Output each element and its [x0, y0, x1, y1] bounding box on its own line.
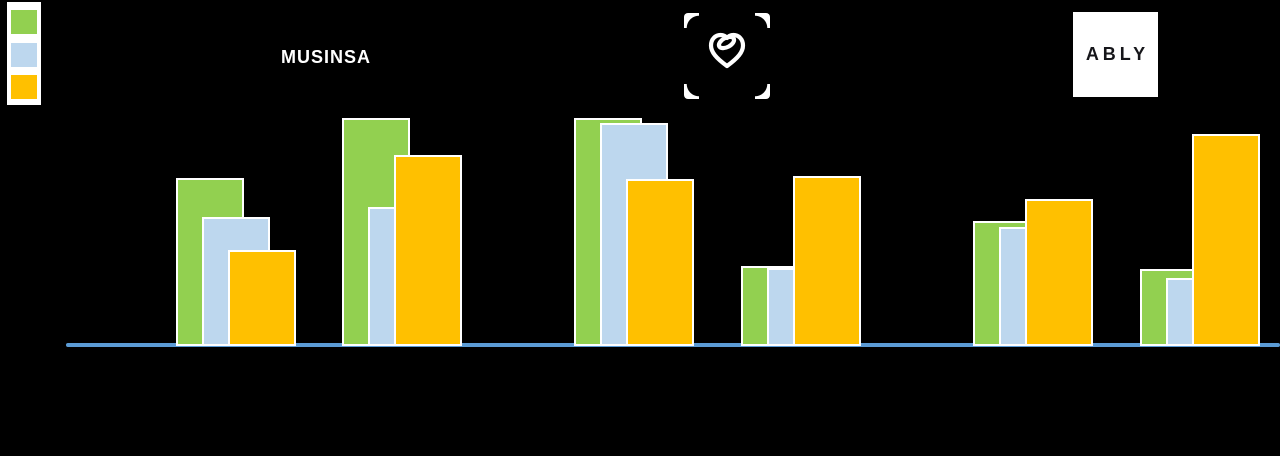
- frame-corner-icon: [684, 13, 699, 28]
- frame-corner-icon: [684, 84, 699, 99]
- bar-yellow-brandi-group-1: [626, 179, 694, 346]
- series-3-swatch: [11, 75, 37, 99]
- series-1-swatch: [11, 10, 37, 34]
- brandi-heart-logo-icon: [708, 32, 746, 69]
- frame-corner-icon: [755, 84, 770, 99]
- bar-yellow-musinsa-group-2: [394, 155, 462, 346]
- frame-corner-icon: [755, 13, 770, 28]
- bar-yellow-ably-group-1: [1025, 199, 1093, 346]
- series-2-swatch: [11, 43, 37, 67]
- bar-yellow-brandi-group-2: [793, 176, 861, 346]
- bar-yellow-musinsa-group-1: [228, 250, 296, 346]
- brand-logo-ably: ABLY: [1073, 12, 1158, 97]
- brand-label-musinsa: MUSINSA: [280, 47, 371, 67]
- bar-yellow-ably-group-2: [1192, 134, 1260, 346]
- brandi-logo: [684, 13, 770, 99]
- legend: [7, 2, 41, 105]
- brand-label-ably: ABLY: [1085, 44, 1150, 64]
